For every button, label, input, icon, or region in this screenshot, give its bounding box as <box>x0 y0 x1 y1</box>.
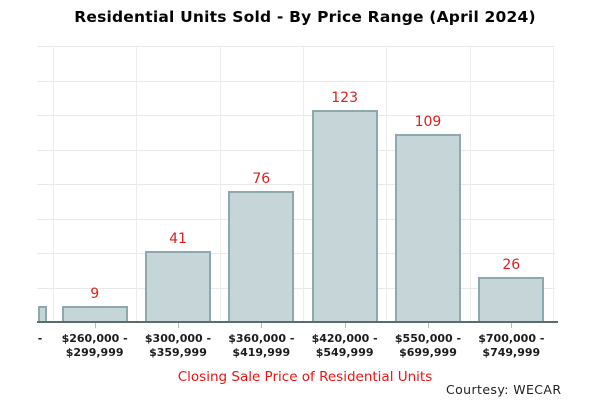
gridline-vertical <box>552 46 554 322</box>
x-axis-label: $360,000 - $419,999 <box>228 332 295 359</box>
gridline-vertical <box>386 46 388 322</box>
bar <box>311 109 378 322</box>
bar-value-label: 41 <box>169 231 187 248</box>
gridline-vertical <box>136 46 138 322</box>
bar-value-label: 26 <box>502 257 521 274</box>
gridline-horizontal <box>37 115 555 116</box>
bar-value-label: 76 <box>252 170 271 187</box>
chart-title: Residential Units Sold - By Price Range … <box>74 8 536 26</box>
x-axis-label: $300,000 - $359,999 <box>144 332 212 359</box>
x-axis-label: $420,000 - $549,999 <box>311 332 378 359</box>
gridline-vertical <box>53 46 54 322</box>
x-axis-label: $260,000 - $299,999 <box>61 332 128 359</box>
x-axis-tick <box>511 323 513 328</box>
gridline-horizontal <box>37 184 555 185</box>
bar <box>228 190 295 322</box>
gridline-horizontal <box>37 46 555 47</box>
x-axis-title: Closing Sale Price of Residential Units <box>177 369 433 385</box>
gridline-vertical <box>302 46 304 322</box>
bar-value-label: 123 <box>331 89 358 106</box>
bar-value-label: 9 <box>90 286 100 303</box>
x-axis-tick <box>427 323 429 328</box>
credit-text: Courtesy: WECAR <box>446 382 562 397</box>
bar-value-label: 109 <box>414 113 442 130</box>
bar <box>61 306 128 322</box>
x-axis-tick <box>261 323 263 328</box>
clipped-bar <box>38 305 47 322</box>
gridline-horizontal <box>37 253 555 254</box>
gridline-horizontal <box>37 287 555 289</box>
x-axis-line <box>37 321 558 323</box>
bar <box>144 251 211 322</box>
x-axis-tick <box>177 323 179 328</box>
gridline-vertical <box>469 46 471 322</box>
bar <box>394 133 461 322</box>
gridline-vertical <box>219 46 221 322</box>
x-axis-label: $550,000 - $699,999 <box>394 332 462 359</box>
x-axis-tick <box>94 323 96 328</box>
clipped-category-label: - <box>37 332 43 345</box>
gridline-horizontal <box>37 149 555 151</box>
x-axis-label: $700,000 - $749,999 <box>478 332 545 359</box>
gridline-horizontal <box>37 218 555 220</box>
x-axis-tick <box>344 323 346 328</box>
bar <box>478 277 545 322</box>
gridline-horizontal <box>37 80 555 82</box>
